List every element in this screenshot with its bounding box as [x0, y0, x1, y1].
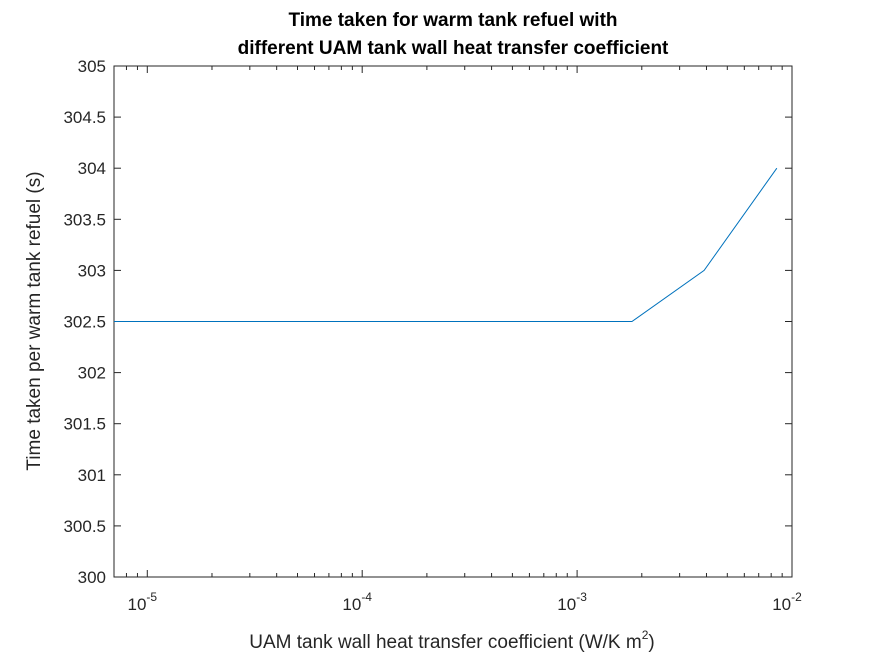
x-tick-labels: 10-5 10-4 10-3 10-2	[127, 590, 802, 614]
y-tick-labels: 300 300.5 301 301.5 302 302.5 303 303.5 304 304.5…	[63, 57, 106, 587]
x-minor-ticks	[113, 66, 783, 577]
x-tick-label: 10-2	[772, 590, 802, 614]
series-line	[114, 167, 778, 322]
y-axis-label: Time taken per warm tank refuel (s)	[24, 171, 45, 470]
chart-title-line-2: different UAM tank wall heat transfer co…	[238, 38, 669, 59]
x-tick-label: 10-4	[342, 590, 372, 614]
y-tick-label: 300.5	[63, 517, 106, 536]
y-tick-label: 305	[78, 57, 106, 76]
y-tick-label: 304.5	[63, 108, 106, 127]
x-tick-label: 10-3	[557, 590, 587, 614]
y-tick-label: 301.5	[63, 415, 106, 434]
chart-title-line-1: Time taken for warm tank refuel with	[288, 10, 617, 31]
x-axis-label: UAM tank wall heat transfer coefficient …	[249, 628, 654, 653]
y-tick-label: 303	[78, 261, 106, 280]
y-tick-label: 301	[78, 466, 106, 485]
y-tick-label: 304	[78, 159, 106, 178]
y-tick-label: 302.5	[63, 313, 106, 332]
y-tick-label: 303.5	[63, 210, 106, 229]
x-tick-label: 10-5	[127, 590, 157, 614]
y-tick-label: 300	[78, 568, 106, 587]
y-tick-label: 302	[78, 364, 106, 383]
